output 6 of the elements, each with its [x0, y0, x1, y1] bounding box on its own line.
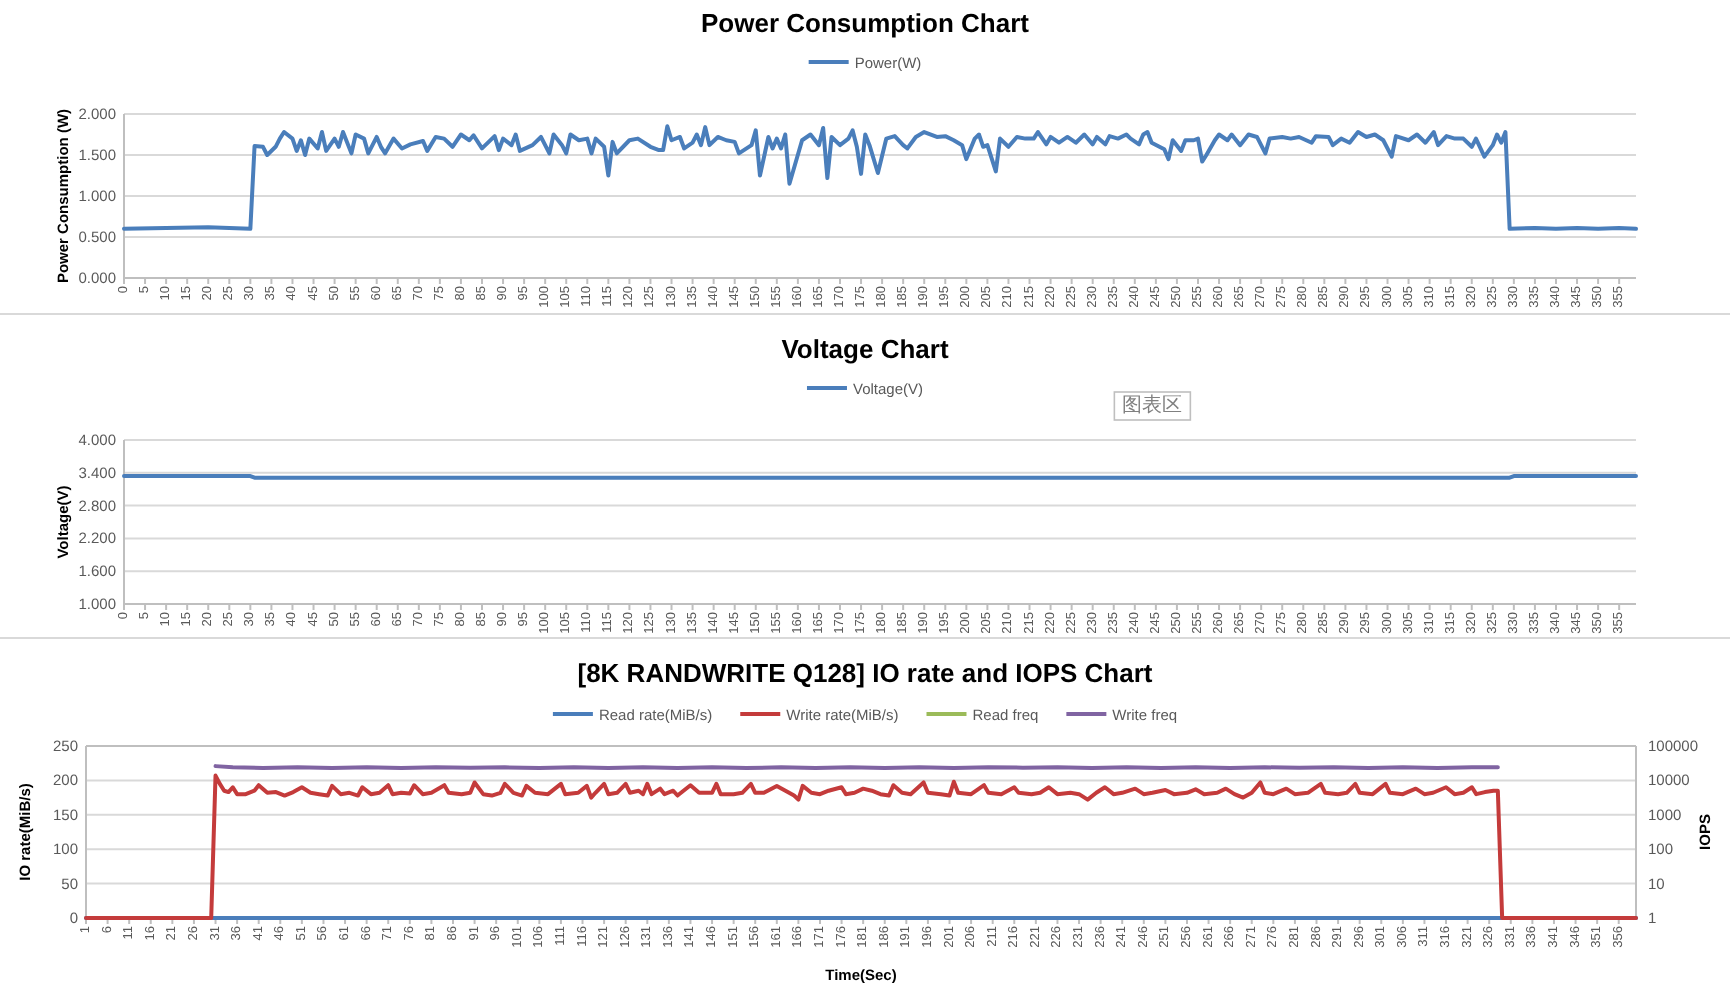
chart-title: Power Consumption Chart — [701, 8, 1031, 38]
line-series — [84, 773, 1638, 920]
line-series — [122, 124, 1638, 231]
text: 图表区 — [1122, 393, 1183, 417]
chart-title: [8K RANDWRITE Q128] IO rate and IOPS Chart — [577, 658, 1154, 688]
chart-title: Voltage Chart — [781, 334, 950, 364]
